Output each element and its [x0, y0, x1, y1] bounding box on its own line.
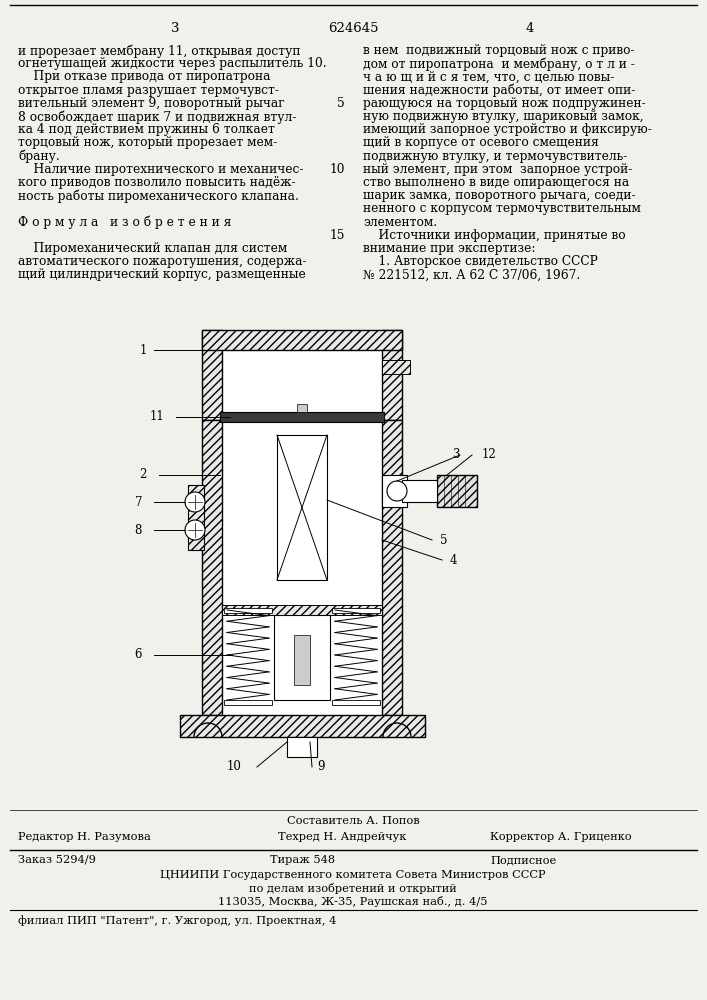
Text: 5: 5: [440, 534, 448, 546]
Bar: [287, 737, 317, 757]
Bar: [437, 475, 477, 507]
Text: открытое пламя разрушает термочувст-: открытое пламя разрушает термочувст-: [18, 84, 279, 97]
Text: 5: 5: [337, 97, 345, 110]
Bar: [224, 608, 272, 613]
Bar: [188, 485, 204, 550]
Text: филиал ПИП "Патент", г. Ужгород, ул. Проектная, 4: филиал ПИП "Патент", г. Ужгород, ул. Про…: [18, 915, 337, 926]
Text: ство выполнено в виде опирающегося на: ство выполнено в виде опирающегося на: [363, 176, 629, 189]
Bar: [202, 330, 222, 420]
Text: Подписное: Подписное: [490, 855, 556, 865]
Text: 7: 7: [134, 495, 142, 508]
Text: внимание при экспертизе:: внимание при экспертизе:: [363, 242, 535, 255]
Bar: [222, 605, 382, 615]
Text: 3: 3: [452, 448, 460, 462]
Bar: [277, 435, 327, 580]
Text: ка 4 под действием пружины 6 толкает: ка 4 под действием пружины 6 толкает: [18, 123, 275, 136]
Text: Тираж 548: Тираж 548: [270, 855, 335, 865]
Text: ность работы пиромеханического клапана.: ность работы пиромеханического клапана.: [18, 189, 299, 203]
Text: 6: 6: [134, 648, 142, 662]
Bar: [382, 360, 410, 374]
Bar: [202, 420, 222, 715]
Text: автоматического пожаротушения, содержа-: автоматического пожаротушения, содержа-: [18, 255, 307, 268]
Text: имеющий запорное устройство и фиксирую-: имеющий запорное устройство и фиксирую-: [363, 123, 652, 136]
Text: Составитель А. Попов: Составитель А. Попов: [286, 816, 419, 826]
Text: 12: 12: [482, 448, 497, 462]
Text: Наличие пиротехнического и механичес-: Наличие пиротехнического и механичес-: [18, 163, 303, 176]
Text: ЦНИИПИ Государственного комитета Совета Министров СССР: ЦНИИПИ Государственного комитета Совета …: [160, 870, 546, 880]
Text: шения надежности работы, от имеет опи-: шения надежности работы, от имеет опи-: [363, 84, 636, 97]
Text: Ф о р м у л а   и з о б р е т е н и я: Ф о р м у л а и з о б р е т е н и я: [18, 216, 231, 229]
Text: шарик замка, поворотного рычага, соеди-: шарик замка, поворотного рычага, соеди-: [363, 189, 636, 202]
Text: ную подвижную втулку, шариковый замок,: ную подвижную втулку, шариковый замок,: [363, 110, 643, 123]
Text: № 221512, кл. А 62 С 37/06, 1967.: № 221512, кл. А 62 С 37/06, 1967.: [363, 268, 580, 281]
Text: 1: 1: [139, 344, 147, 357]
Text: 3: 3: [171, 22, 180, 35]
Text: Источники информации, принятые во: Источники информации, принятые во: [363, 229, 626, 242]
Bar: [224, 700, 272, 705]
Text: 8: 8: [134, 524, 142, 536]
Text: 10: 10: [227, 760, 242, 774]
Text: Техред Н. Андрейчук: Техред Н. Андрейчук: [278, 832, 407, 842]
Bar: [382, 420, 402, 715]
Text: и прорезает мембрану 11, открывая доступ: и прорезает мембрану 11, открывая доступ: [18, 44, 300, 57]
Text: рающуюся на торцовый нож подпружинен-: рающуюся на торцовый нож подпружинен-: [363, 97, 645, 110]
Bar: [222, 350, 382, 412]
Text: вительный элемент 9, поворотный рычаг: вительный элемент 9, поворотный рычаг: [18, 97, 285, 110]
Text: кого приводов позволило повысить надёж-: кого приводов позволило повысить надёж-: [18, 176, 296, 189]
Text: 9: 9: [317, 760, 325, 774]
Bar: [274, 615, 330, 700]
Text: При отказе привода от пиропатрона: При отказе привода от пиропатрона: [18, 70, 271, 83]
Text: брану.: брану.: [18, 150, 60, 163]
Text: в нем  подвижный торцовый нож с приво-: в нем подвижный торцовый нож с приво-: [363, 44, 635, 57]
Text: 4: 4: [450, 554, 457, 566]
Text: 11: 11: [149, 410, 164, 424]
Bar: [220, 412, 384, 422]
Bar: [332, 700, 380, 705]
Text: 1. Авторское свидетельство СССР: 1. Авторское свидетельство СССР: [363, 255, 597, 268]
Text: 2: 2: [139, 468, 147, 482]
Bar: [382, 330, 402, 420]
Text: огнетушащей жидкости через распылитель 10.: огнетушащей жидкости через распылитель 1…: [18, 57, 327, 70]
Text: по делам изобретений и открытий: по делам изобретений и открытий: [249, 883, 457, 894]
Bar: [332, 608, 380, 613]
Text: дом от пиропатрона  и мембрану, о т л и -: дом от пиропатрона и мембрану, о т л и -: [363, 57, 635, 71]
Text: Редактор Н. Разумова: Редактор Н. Разумова: [18, 832, 151, 842]
Text: Пиромеханический клапан для систем: Пиромеханический клапан для систем: [18, 242, 287, 255]
Circle shape: [185, 492, 205, 512]
Text: 113035, Москва, Ж-35, Раушская наб., д. 4/5: 113035, Москва, Ж-35, Раушская наб., д. …: [218, 896, 488, 907]
Text: щий в корпусе от осевого смещения: щий в корпусе от осевого смещения: [363, 136, 599, 149]
Text: 15: 15: [329, 229, 345, 242]
Bar: [382, 475, 407, 507]
Text: торцовый нож, который прорезает мем-: торцовый нож, который прорезает мем-: [18, 136, 277, 149]
Text: 4: 4: [526, 22, 534, 35]
Bar: [202, 330, 402, 350]
Bar: [180, 715, 425, 737]
Circle shape: [387, 481, 407, 501]
Bar: [297, 404, 307, 412]
Bar: [402, 480, 437, 502]
Bar: [294, 635, 310, 685]
Text: Корректор А. Гриценко: Корректор А. Гриценко: [490, 832, 631, 842]
Text: 10: 10: [329, 163, 345, 176]
Circle shape: [185, 520, 205, 540]
Text: ч а ю щ и й с я тем, что, с целью повы-: ч а ю щ и й с я тем, что, с целью повы-: [363, 70, 614, 83]
Text: 8 освобождает шарик 7 и подвижная втул-: 8 освобождает шарик 7 и подвижная втул-: [18, 110, 296, 123]
Text: ненного с корпусом термочувствительным: ненного с корпусом термочувствительным: [363, 202, 641, 215]
Bar: [222, 420, 382, 715]
Text: ный элемент, при этом  запорное устрой-: ный элемент, при этом запорное устрой-: [363, 163, 632, 176]
Text: Заказ 5294/9: Заказ 5294/9: [18, 855, 96, 865]
Text: подвижную втулку, и термочувствитель-: подвижную втулку, и термочувствитель-: [363, 150, 627, 163]
Text: элементом.: элементом.: [363, 216, 437, 229]
Text: щий цилиндрический корпус, размещенные: щий цилиндрический корпус, размещенные: [18, 268, 305, 281]
Text: 624645: 624645: [328, 22, 378, 35]
